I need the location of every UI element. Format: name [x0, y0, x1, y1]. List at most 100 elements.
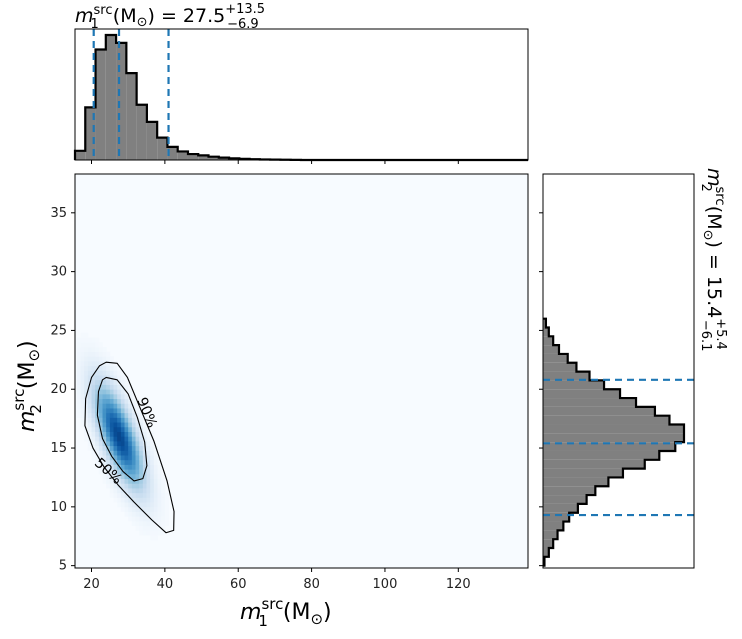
heatmap-cell	[76, 393, 81, 400]
heatmap-cell	[153, 450, 158, 456]
heatmap-cell	[87, 412, 92, 418]
heatmap-cell	[139, 440, 144, 447]
heatmap-cell	[106, 445, 111, 451]
m1-hist-bar	[126, 73, 137, 160]
heatmap-cell	[87, 375, 92, 381]
m1-title: msrc 1 (M⊙) = 27.5+13.5 −6.9	[75, 2, 265, 32]
heatmap-cell	[109, 365, 114, 371]
heatmap-cell	[135, 436, 140, 442]
heatmap-cell	[106, 408, 111, 414]
heatmap-cell	[146, 464, 151, 470]
heatmap-cell	[109, 436, 114, 442]
heatmap-cell	[95, 389, 100, 395]
heatmap-cell	[150, 440, 155, 447]
heatmap-cell	[106, 379, 111, 385]
m1-hist-bar	[167, 146, 178, 160]
heatmap-cell	[109, 384, 114, 390]
heatmap-cell	[128, 393, 133, 400]
heatmap-cell	[109, 464, 114, 470]
heatmap-cell	[91, 361, 96, 367]
heatmap-cell	[120, 431, 125, 437]
m2-hist-bar	[543, 495, 587, 504]
heatmap-cell	[106, 389, 111, 395]
heatmap-cell	[135, 520, 140, 527]
y-tick-label: 25	[50, 323, 67, 338]
heatmap-cell	[76, 412, 81, 418]
heatmap-cell	[98, 445, 103, 451]
heatmap-cell	[153, 459, 158, 465]
heatmap-cell	[142, 525, 147, 531]
heatmap-cell	[120, 426, 125, 432]
heatmap-cell	[161, 488, 166, 494]
heatmap-cell	[109, 469, 114, 475]
heatmap-cell	[131, 506, 136, 512]
heatmap-cell	[131, 516, 136, 522]
heatmap-cell	[87, 342, 92, 348]
heatmap-cell	[113, 384, 118, 390]
heatmap-cell	[135, 422, 140, 428]
heatmap-cell	[128, 431, 133, 437]
heatmap-cell	[117, 478, 122, 484]
heatmap-cell	[153, 511, 158, 517]
heatmap-cell	[124, 393, 129, 400]
m1-hist-bar	[95, 49, 106, 161]
heatmap-cell	[128, 426, 133, 432]
heatmap-cell	[157, 478, 162, 484]
heatmap-cell	[157, 502, 162, 508]
heatmap-cell	[135, 408, 140, 414]
heatmap-cell	[150, 535, 155, 541]
heatmap-cell	[135, 497, 140, 503]
heatmap-cell	[106, 459, 111, 465]
heatmap-cell	[146, 530, 151, 536]
heatmap-cell	[91, 426, 96, 432]
heatmap-cell	[102, 445, 107, 451]
heatmap-cell	[131, 431, 136, 437]
heatmap-cell	[102, 426, 107, 432]
heatmap-cell	[87, 370, 92, 376]
heatmap-cell	[98, 417, 103, 423]
heatmap-cell	[161, 530, 166, 536]
heatmap-cell	[80, 361, 85, 367]
heatmap-cell	[95, 417, 100, 423]
heatmap-cell	[142, 426, 147, 432]
heatmap-cell	[91, 408, 96, 414]
heatmap-cell	[113, 431, 118, 437]
heatmap-cell	[91, 351, 96, 357]
heatmap-cell	[139, 431, 144, 437]
m1-hist-bar	[177, 151, 188, 160]
heatmap-cell	[84, 337, 89, 343]
heatmap-cell	[109, 426, 114, 432]
heatmap-cell	[131, 469, 136, 475]
heatmap-cell	[131, 450, 136, 456]
heatmap-cell	[153, 473, 158, 480]
heatmap-cell	[153, 535, 158, 541]
heatmap-cell	[131, 403, 136, 409]
heatmap-cell	[102, 431, 107, 437]
m2-hist-bar	[543, 353, 568, 363]
m2-hist-bar	[543, 389, 621, 399]
heatmap-cell	[87, 346, 92, 352]
heatmap-cell	[84, 346, 89, 352]
heatmap-cell	[106, 365, 111, 371]
heatmap-cell	[139, 478, 144, 484]
heatmap-cell	[109, 478, 114, 484]
heatmap-cell	[109, 403, 114, 409]
heatmap-cell	[117, 459, 122, 465]
heatmap-cell	[139, 502, 144, 508]
heatmap-cell	[150, 473, 155, 480]
heatmap-cell	[113, 417, 118, 423]
heatmap-cell	[150, 445, 155, 451]
heatmap-cell	[120, 398, 125, 404]
m2-left-ticks	[539, 212, 543, 567]
m1-marginal-histogram: msrc 1 (M⊙) = 27.5+13.5 −6.9	[73, 2, 529, 164]
heatmap-cell	[131, 520, 136, 527]
heatmap-cell	[98, 356, 103, 362]
heatmap-cell	[124, 408, 129, 414]
m2-hist-bar	[543, 398, 637, 407]
heatmap-cell	[120, 393, 125, 400]
heatmap-cell	[113, 464, 118, 470]
heatmap-cell	[87, 408, 92, 414]
heatmap-cell	[102, 346, 107, 352]
